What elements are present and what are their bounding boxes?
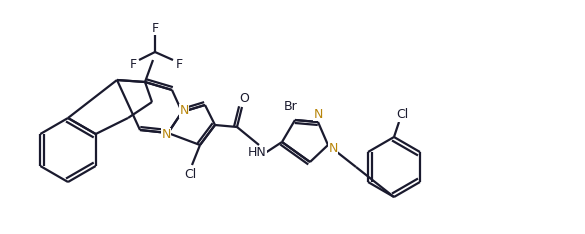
Text: Cl: Cl xyxy=(396,109,408,121)
Text: F: F xyxy=(129,58,136,70)
Text: N: N xyxy=(180,105,189,117)
Text: Br: Br xyxy=(284,100,298,113)
Text: N: N xyxy=(161,128,171,142)
Text: HN: HN xyxy=(247,146,266,160)
Text: Cl: Cl xyxy=(184,168,196,182)
Text: N: N xyxy=(328,142,338,154)
Text: O: O xyxy=(239,92,249,106)
Text: F: F xyxy=(152,22,159,34)
Text: N: N xyxy=(314,107,323,121)
Text: F: F xyxy=(176,58,183,70)
